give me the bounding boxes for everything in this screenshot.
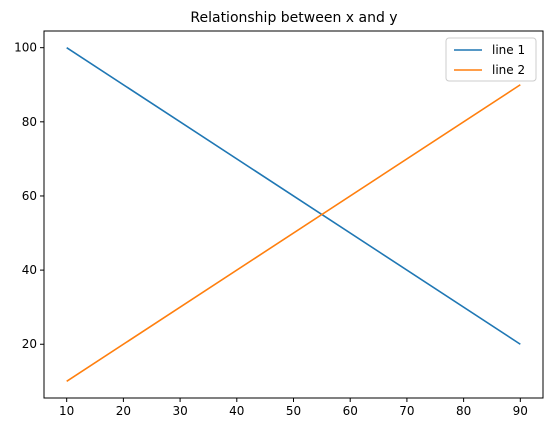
x-tick-label: 50 [286,404,301,418]
legend-label-2: line 2 [492,63,525,77]
x-tick-label: 90 [513,404,528,418]
chart-title: Relationship between x and y [190,10,397,26]
series-line-1 [66,47,521,345]
x-tick-label: 70 [399,404,414,418]
plot-area [66,47,521,382]
y-tick-label: 80 [22,115,37,129]
x-tick-label: 30 [172,404,187,418]
x-tick-label: 60 [343,404,358,418]
x-tick-label: 10 [59,404,74,418]
y-tick-label: 20 [22,337,37,351]
y-tick-label: 40 [22,263,37,277]
x-tick-label: 40 [229,404,244,418]
series-line-2 [66,84,521,382]
legend: line 1 line 2 [445,37,537,82]
axes-frame [43,30,544,399]
axis-ticks: 10 20 30 40 50 60 70 80 90 20 40 60 80 100 [14,41,528,418]
legend-label-1: line 1 [492,43,525,57]
x-tick-label: 80 [456,404,471,418]
y-tick-label: 60 [22,189,37,203]
x-tick-label: 20 [116,404,131,418]
y-tick-label: 100 [14,41,37,55]
